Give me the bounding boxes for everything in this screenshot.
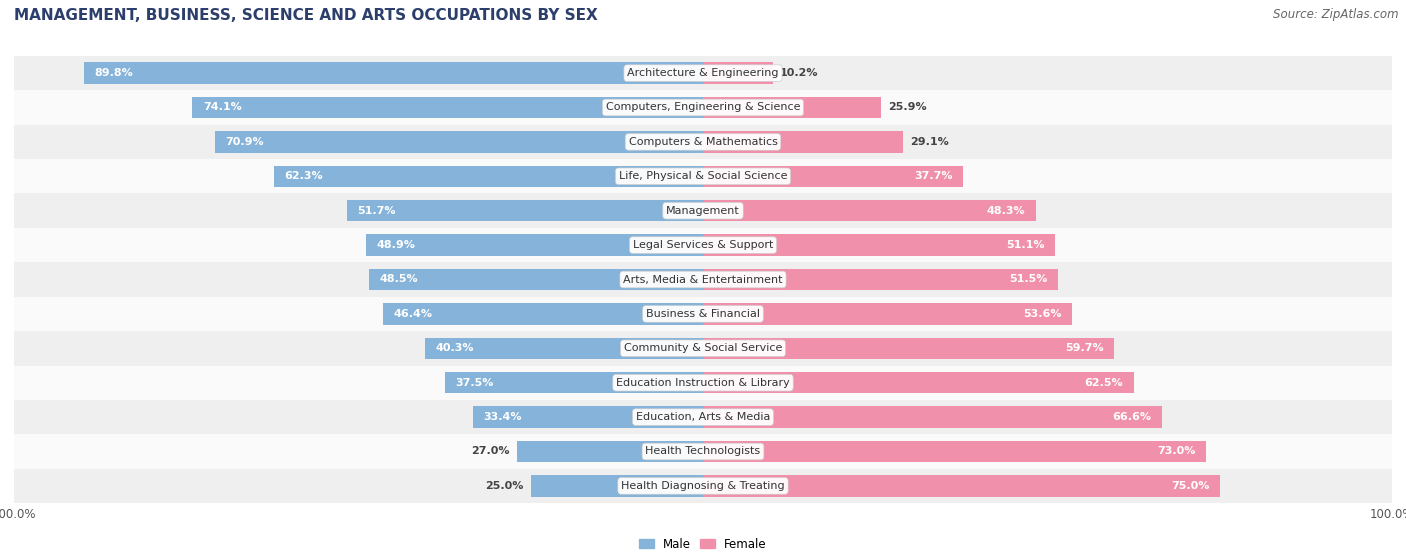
Text: Health Diagnosing & Treating: Health Diagnosing & Treating — [621, 481, 785, 491]
Bar — [14, 468, 1392, 503]
Text: 37.7%: 37.7% — [914, 171, 952, 181]
Bar — [84, 63, 703, 84]
Bar — [14, 331, 1392, 366]
Bar — [703, 234, 1054, 256]
Bar — [14, 228, 1392, 262]
Text: Architecture & Engineering: Architecture & Engineering — [627, 68, 779, 78]
Bar — [14, 366, 1392, 400]
Bar — [215, 131, 703, 153]
Text: 53.6%: 53.6% — [1024, 309, 1062, 319]
Text: 51.5%: 51.5% — [1010, 274, 1047, 285]
Bar — [703, 441, 1206, 462]
Text: 10.2%: 10.2% — [780, 68, 818, 78]
Text: 89.8%: 89.8% — [94, 68, 134, 78]
Bar — [193, 97, 703, 118]
Bar — [517, 441, 703, 462]
Bar — [703, 338, 1115, 359]
Bar — [426, 338, 703, 359]
Bar — [14, 159, 1392, 193]
Bar — [444, 372, 703, 394]
Text: Health Technologists: Health Technologists — [645, 447, 761, 457]
Text: Computers & Mathematics: Computers & Mathematics — [628, 137, 778, 147]
Bar — [703, 475, 1219, 496]
Bar — [531, 475, 703, 496]
Text: Life, Physical & Social Science: Life, Physical & Social Science — [619, 171, 787, 181]
Text: 29.1%: 29.1% — [910, 137, 949, 147]
Text: 51.1%: 51.1% — [1007, 240, 1045, 250]
Text: 62.5%: 62.5% — [1084, 378, 1123, 388]
Text: MANAGEMENT, BUSINESS, SCIENCE AND ARTS OCCUPATIONS BY SEX: MANAGEMENT, BUSINESS, SCIENCE AND ARTS O… — [14, 8, 598, 23]
Bar — [384, 303, 703, 325]
Bar — [14, 91, 1392, 125]
Text: 40.3%: 40.3% — [436, 343, 474, 353]
Text: 70.9%: 70.9% — [225, 137, 263, 147]
Text: Community & Social Service: Community & Social Service — [624, 343, 782, 353]
Text: Computers, Engineering & Science: Computers, Engineering & Science — [606, 102, 800, 112]
Bar — [703, 97, 882, 118]
Bar — [368, 269, 703, 290]
Text: 62.3%: 62.3% — [284, 171, 323, 181]
Text: Legal Services & Support: Legal Services & Support — [633, 240, 773, 250]
Text: 33.4%: 33.4% — [484, 412, 522, 422]
Text: Business & Financial: Business & Financial — [645, 309, 761, 319]
Text: Education, Arts & Media: Education, Arts & Media — [636, 412, 770, 422]
Text: 75.0%: 75.0% — [1171, 481, 1209, 491]
Bar — [703, 303, 1073, 325]
Text: 51.7%: 51.7% — [357, 206, 395, 216]
Text: 66.6%: 66.6% — [1112, 412, 1152, 422]
Text: 27.0%: 27.0% — [471, 447, 510, 457]
Bar — [703, 200, 1036, 221]
Bar — [14, 193, 1392, 228]
Bar — [14, 262, 1392, 297]
Bar — [347, 200, 703, 221]
Bar — [703, 406, 1161, 428]
Text: Source: ZipAtlas.com: Source: ZipAtlas.com — [1274, 8, 1399, 21]
Legend: Male, Female: Male, Female — [634, 533, 772, 555]
Bar — [14, 56, 1392, 91]
Text: 48.9%: 48.9% — [377, 240, 415, 250]
Bar — [14, 125, 1392, 159]
Text: Management: Management — [666, 206, 740, 216]
Bar — [703, 63, 773, 84]
Text: 46.4%: 46.4% — [394, 309, 433, 319]
Text: 25.9%: 25.9% — [889, 102, 927, 112]
Text: 48.3%: 48.3% — [987, 206, 1025, 216]
Bar — [472, 406, 703, 428]
Bar — [274, 165, 703, 187]
Bar — [703, 165, 963, 187]
Bar — [366, 234, 703, 256]
Bar — [14, 434, 1392, 468]
Bar — [703, 269, 1057, 290]
Bar — [703, 131, 904, 153]
Text: 25.0%: 25.0% — [485, 481, 524, 491]
Text: Arts, Media & Entertainment: Arts, Media & Entertainment — [623, 274, 783, 285]
Text: 48.5%: 48.5% — [380, 274, 418, 285]
Bar — [14, 297, 1392, 331]
Text: 37.5%: 37.5% — [456, 378, 494, 388]
Bar — [703, 372, 1133, 394]
Text: Education Instruction & Library: Education Instruction & Library — [616, 378, 790, 388]
Bar — [14, 400, 1392, 434]
Text: 73.0%: 73.0% — [1157, 447, 1195, 457]
Text: 74.1%: 74.1% — [202, 102, 242, 112]
Text: 59.7%: 59.7% — [1066, 343, 1104, 353]
